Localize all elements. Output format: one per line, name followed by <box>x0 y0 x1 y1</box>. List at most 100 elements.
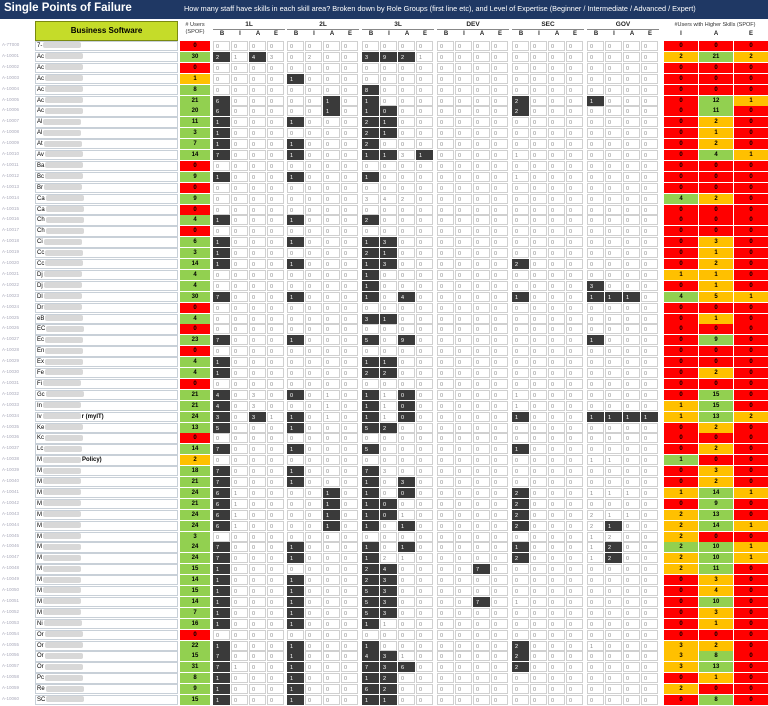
table-row[interactable]: A-10034 Iv r (myIT) 24 3 0 3 1 1 0 1 0 1 1 0 0 0 0 0 0 1 0 0 0 1… <box>0 411 768 423</box>
skill-cell: 0 <box>566 564 583 575</box>
skill-cell: 0 <box>416 607 433 618</box>
skill-cell: 0 <box>605 51 622 62</box>
table-row[interactable]: A-10038 M Policy) 2 0 0 0 0 0 0 0 0 0 0 0 0 0 0 0 0 0 0 0 0 1 1 0 0… <box>0 455 768 466</box>
skill-cell: 0 <box>305 150 322 160</box>
redacted-text <box>45 75 84 82</box>
skill-cell: 0 <box>416 389 433 400</box>
table-row[interactable]: A-10050 M 15 1 0 0 0 1 0 0 0 5 3 0 0 0 0 0 0 0 0 0 0 0 0 0 0 0 4 0 <box>0 586 768 597</box>
table-row[interactable]: A-10040 M 21 7 0 0 0 1 0 0 0 1 0 3 0 0 0 0 0 0 0 0 0 0 0 0 0 0 2 0 <box>0 477 768 488</box>
table-row[interactable]: A-10033 In 21 4 0 3 0 0 0 1 0 1 1 0 0 0 0 0 0 1 0 0 0 0 0 0 0 1 15 0 <box>0 400 768 412</box>
skill-cell: 0 <box>437 259 454 269</box>
skill-cell: 0 <box>231 455 248 466</box>
skill-cell: 0 <box>323 357 340 368</box>
table-row[interactable]: A-10022 Dj 4 0 0 0 0 0 0 0 0 1 0 0 0 0 0 0 0 0 0 0 0 3 0 0 0 0 1 0 <box>0 280 768 292</box>
table-row[interactable]: A-10058 Pc 8 1 0 0 0 1 0 0 0 1 2 0 0 0 0 0 0 0 0 0 0 0 0 0 0 0 1 0 <box>0 673 768 684</box>
skill-cell: 0 <box>362 433 379 444</box>
table-row[interactable]: A-10025 eB 4 0 0 0 0 0 0 0 0 3 1 0 0 0 0 0 0 0 0 0 0 0 0 0 0 0 1 0 <box>0 313 768 325</box>
table-row[interactable]: A-10015 Ca 0 0 0 0 0 0 0 0 0 0 0 0 0 0 0 0 0 0 0 0 0 0 0 0 0 0 0 0 <box>0 204 768 216</box>
skill-cell: 0 <box>341 291 358 302</box>
skill-cell: 0 <box>530 302 547 313</box>
table-row[interactable]: A-10016 Ch 4 1 0 0 0 1 0 0 0 2 0 0 0 0 0 0 0 0 0 0 0 0 0 0 0 0 0 0 <box>0 215 768 226</box>
table-row[interactable]: A-10060 SC 15 1 0 0 0 1 0 0 0 1 1 0 0 0 0 0 0 0 0 0 0 0 0 0 0 0 8 0 <box>0 695 768 706</box>
skill-cell: 0 <box>641 368 658 378</box>
table-row[interactable]: A-10026 EC 0 0 0 0 0 0 0 0 0 0 0 0 0 0 0 0 0 0 0 0 0 0 0 0 0 0 0 0 <box>0 324 768 335</box>
table-row[interactable]: A-10023 Dl 30 7 0 0 0 1 0 0 0 1 0 4 0 0 0 0 0 1 0 0 0 1 1 1 0 4 5 1 <box>0 291 768 303</box>
skill-cell: 0 <box>249 596 266 607</box>
table-row[interactable]: A-10044 M 24 6 1 0 0 0 0 1 0 1 0 1 0 0 0 0 0 2 0 0 0 2 1 0 0 2 14 1 <box>0 520 768 532</box>
table-row[interactable]: A-10028 En 0 0 0 0 0 0 0 0 0 0 0 0 0 0 0 0 0 0 0 0 0 0 0 0 0 0 0 0 <box>0 346 768 357</box>
table-row[interactable]: A-10006 Ac 20 6 0 0 0 0 0 1 0 1 0 0 0 0 0 0 0 2 0 0 0 0 0 0 0 0 11 0 <box>0 106 768 117</box>
table-row[interactable]: A-10009 At 7 1 0 0 0 1 0 0 0 2 0 0 0 0 0 0 0 0 0 0 0 0 0 0 0 0 2 0 <box>0 139 768 150</box>
spof-cell: 0 <box>664 160 698 171</box>
table-row[interactable]: A-10003 Ac 1 0 0 0 0 1 0 0 0 0 0 0 0 0 0 0 0 0 0 0 0 0 0 0 0 0 0 0 <box>0 73 768 85</box>
table-row[interactable]: A-10047 M 24 7 0 0 0 1 0 0 0 1 2 1 0 0 0 0 0 2 0 0 0 1 2 0 0 2 10 1 <box>0 553 768 564</box>
skill-cell: 6 <box>213 520 230 531</box>
users-count: 0 <box>180 62 210 73</box>
skill-cell: 1 <box>267 411 284 422</box>
table-row[interactable]: A-10041 M 24 6 1 0 0 0 0 1 0 1 0 0 0 0 0 0 0 2 0 0 0 1 1 1 0 1 14 1 <box>0 487 768 499</box>
table-row[interactable]: A-10053 Ni 16 1 0 0 0 1 0 0 0 1 1 0 0 0 0 0 0 0 0 0 0 0 0 0 0 0 1 0 <box>0 618 768 630</box>
skill-cell: 1 <box>287 411 304 422</box>
users-count: 15 <box>180 586 210 596</box>
table-row[interactable]: A-10054 Or 0 0 0 0 0 0 0 0 0 0 0 0 0 0 0 0 0 0 0 0 0 0 0 0 0 0 0 0 <box>0 629 768 641</box>
table-row[interactable]: A-10018 Ci 6 1 0 0 0 1 0 0 0 1 3 0 0 0 0 0 0 0 0 0 0 0 0 0 0 0 3 0 <box>0 237 768 248</box>
skill-cell: 0 <box>341 182 358 193</box>
table-row[interactable]: A-10005 Ac 21 6 0 0 0 0 0 1 0 1 0 0 0 0 0 0 0 2 0 0 0 1 0 0 0 0 12 1 <box>0 95 768 107</box>
table-row[interactable]: A-10019 Cc 3 1 0 0 0 0 0 0 0 2 1 0 0 0 0 0 0 0 0 0 0 0 0 0 0 0 1 0 <box>0 248 768 259</box>
table-row[interactable]: A-10032 Gc 21 4 0 3 0 0 0 1 0 1 1 0 0 0 0 0 0 1 0 0 0 0 0 0 0 0 15 0 <box>0 389 768 401</box>
table-row[interactable]: A-10048 M 15 1 0 0 0 0 0 0 0 2 4 0 0 0 0 7 0 0 0 0 0 0 0 0 0 2 11 0 <box>0 564 768 575</box>
skill-cell: 0 <box>512 346 529 357</box>
table-row[interactable]: A-10030 Fe 4 1 0 0 0 0 0 0 0 2 2 0 0 0 0 0 0 0 0 0 0 0 0 0 0 0 2 0 <box>0 368 768 379</box>
table-row[interactable]: A-10008 Al 3 1 0 0 0 0 0 0 0 2 1 0 0 0 0 0 0 0 0 0 0 0 0 0 0 0 1 0 <box>0 128 768 139</box>
software-name: Br <box>35 182 178 194</box>
skill-cell: 0 <box>380 139 397 150</box>
table-row[interactable]: A-10017 Ch 0 0 0 0 0 0 0 0 0 0 0 0 0 0 0 0 0 0 0 0 0 0 0 0 0 0 0 0 <box>0 226 768 237</box>
table-row[interactable]: A-10035 Ke 13 5 0 0 0 1 0 0 0 5 2 0 0 0 0 0 0 0 0 0 0 0 0 0 0 0 2 0 <box>0 422 768 434</box>
skill-cell: 2 <box>362 128 379 139</box>
table-row[interactable]: A-10010 Av 14 7 0 0 0 1 0 0 0 1 1 3 1 0 0 0 0 1 0 0 0 0 0 0 0 0 4 1 <box>0 150 768 161</box>
table-row[interactable]: A-10029 Ex 4 1 0 0 0 0 0 0 0 1 1 0 0 0 0 0 0 0 0 0 0 0 0 0 0 0 0 0 <box>0 357 768 368</box>
skill-cell: 0 <box>491 51 508 62</box>
skill-cell: 0 <box>548 226 565 237</box>
table-row[interactable]: A-7T000 7- 0 0 0 0 0 0 0 0 0 0 0 0 0 0 0 0 0 0 0 0 0 0 0 0 0 0 0 0 <box>0 41 768 52</box>
skill-cell: 0 <box>267 346 284 357</box>
table-row[interactable]: A-10007 Al 11 1 0 0 0 1 0 0 0 2 1 0 0 0 0 0 0 0 0 0 0 0 0 0 0 0 2 0 <box>0 117 768 128</box>
table-row[interactable]: A-10036 Kc 0 0 0 0 0 0 0 0 0 0 0 0 0 0 0 0 0 0 0 0 0 0 0 0 0 0 0 0 <box>0 433 768 444</box>
skill-cell: 0 <box>249 684 266 695</box>
table-row[interactable]: A-10057 Or 31 7 1 0 0 1 0 0 0 7 3 6 0 0 0 0 0 2 0 0 0 0 0 0 0 3 13 0 <box>0 662 768 673</box>
table-row[interactable]: A-10039 M 18 7 0 0 0 1 0 0 0 7 3 0 0 0 0 0 0 0 0 0 0 0 0 0 0 0 3 0 <box>0 466 768 477</box>
row-code: A-10060 <box>2 696 20 701</box>
table-row[interactable]: A-10055 Or 22 1 0 0 0 1 0 0 0 1 0 0 0 0 0 0 0 2 0 0 0 1 0 0 0 3 2 0 <box>0 640 768 652</box>
skill-cell: 0 <box>267 41 284 51</box>
table-row[interactable]: A-10027 Ec 23 7 0 0 0 1 0 0 0 5 0 9 0 0 0 0 0 0 0 0 0 1 0 0 0 0 9 0 <box>0 335 768 346</box>
skill-cell: 0 <box>231 335 248 346</box>
users-count: 24 <box>180 509 210 520</box>
table-row[interactable]: A-10045 M 3 0 0 0 0 0 0 0 0 0 0 0 0 0 0 0 0 0 0 0 0 1 2 0 0 2 0 0 <box>0 531 768 543</box>
table-row[interactable]: A-10049 M 14 1 0 0 0 1 0 0 0 2 3 0 0 0 0 0 0 0 0 0 0 0 0 0 0 0 3 0 <box>0 575 768 586</box>
skill-cell: 0 <box>491 215 508 226</box>
table-row[interactable]: A-10051 M 14 1 0 0 0 1 0 0 0 5 3 0 0 0 0 7 0 1 0 0 0 0 0 0 0 0 10 0 <box>0 596 768 608</box>
table-row[interactable]: A-10046 M 24 7 0 0 0 1 0 0 0 1 0 1 0 0 0 0 0 1 0 0 0 1 2 0 0 2 10 1 <box>0 542 768 553</box>
table-row[interactable]: A-10013 Br 0 0 0 0 0 0 0 0 0 0 0 0 0 0 0 0 0 0 0 0 0 0 0 0 0 0 0 0 <box>0 182 768 194</box>
skill-cell: 1 <box>416 51 433 62</box>
table-row[interactable]: A-10014 Ca 9 0 0 0 0 0 0 0 0 3 4 2 0 0 0 0 0 0 0 0 0 0 0 0 0 4 2 0 <box>0 193 768 205</box>
skill-cell: 0 <box>641 269 658 280</box>
table-row[interactable]: A-10059 Re 9 1 0 0 0 1 0 0 0 6 2 0 0 0 0 0 0 0 0 0 0 0 0 0 0 2 0 0 <box>0 684 768 695</box>
table-row[interactable]: A-10043 M 24 6 1 0 0 0 0 1 0 1 0 1 0 0 0 0 0 2 0 0 0 2 1 1 0 2 13 0 <box>0 509 768 521</box>
table-row[interactable]: A-10052 M 7 1 0 0 0 1 0 0 0 5 3 0 0 0 0 0 0 0 0 0 0 0 0 0 0 0 3 0 <box>0 607 768 619</box>
table-row[interactable]: A-10056 Or 15 7 0 0 0 1 0 0 0 4 3 1 0 0 0 0 0 2 0 0 0 0 0 0 0 3 8 0 <box>0 651 768 662</box>
table-row[interactable]: A-10004 Ac 8 0 0 0 0 0 0 0 0 8 0 0 0 0 0 0 0 0 0 0 0 0 0 0 0 0 0 0 <box>0 84 768 96</box>
table-row[interactable]: A-10002 Ac 0 0 0 0 0 0 0 0 0 0 0 0 0 0 0 0 0 0 0 0 0 0 0 0 0 0 0 0 <box>0 62 768 74</box>
table-row[interactable]: A-10001 Ac 30 2 1 4 3 0 2 0 0 3 9 2 1 0 0 0 0 0 0 0 0 0 0 0 0 2 21 2 <box>0 51 768 63</box>
skill-cell: 1 <box>398 520 415 531</box>
table-row[interactable]: A-10020 Cc 14 1 0 0 0 1 0 0 0 1 3 0 0 0 0 0 0 2 0 0 0 0 0 0 0 0 2 0 <box>0 259 768 270</box>
table-row[interactable]: A-10031 Fi 0 0 0 0 0 0 0 0 0 0 0 0 0 0 0 0 0 0 0 0 0 0 0 0 0 0 0 0 <box>0 378 768 390</box>
skill-cell: 0 <box>641 128 658 139</box>
table-row[interactable]: A-10037 Lc 14 7 0 0 0 1 0 0 0 5 0 0 0 0 0 0 0 1 0 0 0 0 0 0 0 0 2 0 <box>0 444 768 455</box>
table-row[interactable]: A-10012 Bc 9 1 0 0 0 1 0 0 0 1 0 0 0 0 0 0 0 1 0 0 0 0 0 0 0 0 0 0 <box>0 171 768 183</box>
table-row[interactable]: A-10011 Ba 0 0 0 0 0 0 0 0 0 0 0 0 0 0 0 0 0 0 0 0 0 0 0 0 0 0 0 0 <box>0 160 768 172</box>
skill-cell: 1 <box>287 335 304 346</box>
table-row[interactable]: A-10021 Dj 4 0 0 0 0 0 0 0 0 1 0 0 0 0 0 0 0 0 0 0 0 0 0 0 0 1 1 0 <box>0 269 768 281</box>
table-row[interactable]: A-10024 Dr 0 0 0 0 0 0 0 0 0 0 0 0 0 0 0 0 0 0 0 0 0 0 0 0 0 0 0 0 <box>0 302 768 314</box>
table-row[interactable]: A-10042 M 21 6 1 0 0 0 0 1 0 1 0 0 0 0 0 0 0 2 0 0 0 0 0 0 0 0 9 0 <box>0 498 768 510</box>
